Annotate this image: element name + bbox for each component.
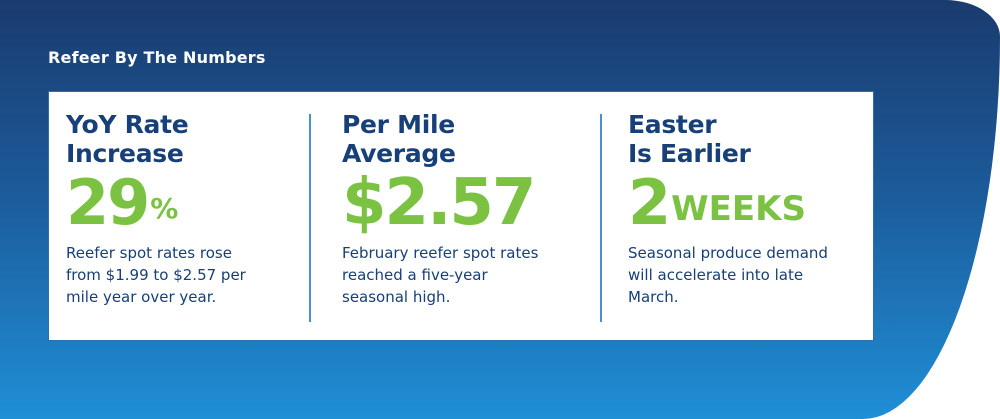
stat-figure: $2.57 xyxy=(342,170,592,236)
stat-figure-value: 29 xyxy=(66,166,150,239)
stat-divider xyxy=(309,114,311,322)
stat-description: Reefer spot rates rose from $1.99 to $2.… xyxy=(66,244,246,306)
stat-divider xyxy=(600,114,602,322)
stat-description: February reefer spot rates reached a fiv… xyxy=(342,244,539,306)
stat-heading-line1: Per Mile xyxy=(342,110,455,139)
stat-heading-line2: Increase xyxy=(66,139,184,168)
stat-heading-line1: YoY Rate xyxy=(66,110,189,139)
stat-figure-value: $2.57 xyxy=(342,166,536,240)
stat-figure: 2WEEKS xyxy=(628,170,878,236)
stat-heading: Easter Is Earlier xyxy=(628,110,878,168)
stat-figure: 29% xyxy=(66,170,316,236)
stat-heading-line2: Average xyxy=(342,139,456,168)
stat-easter-is-earlier: Easter Is Earlier 2WEEKS Seasonal produc… xyxy=(628,110,878,308)
stat-heading-line1: Easter xyxy=(628,110,717,139)
stat-figure-unit: % xyxy=(150,192,179,225)
stat-figure-value: 2 xyxy=(628,166,671,239)
stat-heading-line2: Is Earlier xyxy=(628,139,751,168)
stat-yoy-rate-increase: YoY Rate Increase 29% Reefer spot rates … xyxy=(66,110,316,308)
banner-title: Refeer By The Numbers xyxy=(48,48,266,67)
stat-heading: YoY Rate Increase xyxy=(66,110,316,168)
stat-description: Seasonal produce demand will accelerate … xyxy=(628,244,828,306)
stat-heading: Per Mile Average xyxy=(342,110,592,168)
stat-per-mile-average: Per Mile Average $2.57 February reefer s… xyxy=(342,110,592,308)
stats-card: YoY Rate Increase 29% Reefer spot rates … xyxy=(48,91,874,341)
stat-figure-unit: WEEKS xyxy=(671,189,806,229)
